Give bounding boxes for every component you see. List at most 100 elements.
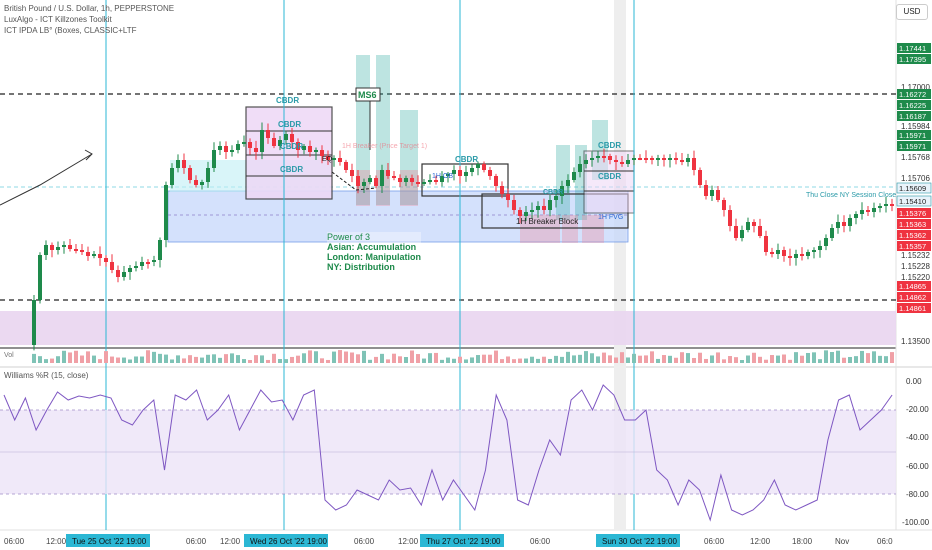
candle (782, 250, 786, 256)
price-tag (896, 182, 932, 194)
volume-bar (512, 359, 516, 363)
candle (404, 178, 408, 182)
volume-bar (596, 356, 600, 363)
price-axis-label: 1.15220 (901, 273, 930, 282)
volume-bar (878, 355, 882, 363)
volume-bar (152, 351, 156, 363)
bearish-highlight-bar (400, 170, 418, 206)
wr-axis-label: -100.00 (902, 518, 930, 527)
session-time-tag-label: Sun 30 Oct '22 19:00 (602, 537, 677, 546)
session-time-tag (244, 534, 328, 547)
volume-bar (284, 359, 288, 363)
volume-bar (374, 356, 378, 363)
time-axis-label: 18:00 (792, 537, 813, 546)
volume-bar (464, 359, 468, 363)
volume-bar (740, 359, 744, 363)
candle (650, 158, 654, 160)
volume-bar (248, 359, 252, 363)
candle (86, 252, 90, 256)
price-tag (896, 195, 932, 207)
price-axis-label: 1.13500 (901, 337, 930, 346)
candle (410, 178, 414, 182)
candle (554, 196, 558, 200)
candle (386, 170, 390, 176)
volume-bar (98, 359, 102, 363)
price-tag (897, 241, 931, 251)
volume-bar (704, 358, 708, 363)
candle (434, 180, 438, 182)
candle (848, 218, 852, 226)
discount-zone (0, 311, 896, 345)
candle (764, 236, 768, 252)
candle (482, 164, 486, 170)
eq-label: EQ (322, 156, 333, 163)
volume-bar (572, 355, 576, 363)
candle (146, 262, 150, 264)
indicator-ipda-label[interactable]: ICT IPDA LB° (Boxes, CLASSIC+LTF (4, 26, 137, 35)
candle (236, 144, 240, 150)
candle (308, 146, 312, 152)
volume-bar (626, 357, 630, 363)
candle (740, 230, 744, 238)
candle (158, 240, 162, 260)
price-tag-label: 1.15971 (899, 131, 926, 140)
candle (662, 158, 666, 160)
blue-range-zone (167, 190, 629, 243)
price-tag-label: 1.17395 (899, 55, 926, 64)
candle (566, 180, 570, 186)
price-tag (897, 111, 931, 121)
time-axis-label: 06:00 (530, 537, 551, 546)
volume-bar (842, 357, 846, 363)
candle (302, 146, 306, 150)
candle (374, 178, 378, 186)
volume-bar (794, 352, 798, 363)
candle (314, 150, 318, 152)
candle (776, 250, 780, 254)
price-tag (897, 54, 931, 64)
volume-bar (308, 350, 312, 363)
candle (512, 200, 516, 210)
bearish-highlight-bar (520, 215, 560, 243)
volume-bar (44, 359, 48, 363)
volume-bar (584, 351, 588, 363)
price-tag-label: 1.15363 (899, 220, 926, 229)
volume-bar (86, 351, 90, 363)
volume-bar (212, 354, 216, 363)
candle (620, 162, 624, 164)
candle (362, 182, 366, 186)
candle (590, 158, 594, 160)
volume-bar (410, 350, 414, 363)
volume-bar (530, 356, 534, 363)
price-tag (897, 219, 931, 229)
price-tag-label: 1.15410 (899, 197, 926, 206)
candle (290, 134, 294, 142)
volume-bar (326, 359, 330, 363)
price-axis-label: 1.17000 (901, 83, 930, 92)
volume-bar (206, 354, 210, 363)
candle (674, 158, 678, 160)
time-axis-label: 06:00 (354, 537, 375, 546)
candle (170, 168, 174, 185)
currency-button[interactable]: USD (896, 4, 928, 20)
volume-bar (854, 356, 858, 363)
indicator-killzones-label[interactable]: LuxAlgo - ICT Killzones Toolkit (4, 15, 112, 24)
candle (98, 254, 102, 258)
candle (422, 182, 426, 184)
volume-bar (812, 352, 816, 363)
volume-bar (338, 350, 342, 363)
symbol-title[interactable]: British Pound / U.S. Dollar, 1h, PEPPERS… (4, 4, 175, 13)
volume-bar (884, 356, 888, 363)
candle (752, 222, 756, 226)
candle (536, 206, 540, 210)
volume-bar (890, 352, 894, 363)
williams-r-label[interactable]: Williams %R (15, close) (4, 371, 89, 380)
candle (866, 210, 870, 212)
price-tag-label: 1.16187 (899, 112, 926, 121)
candle (614, 160, 618, 162)
candle (116, 270, 120, 277)
candle (470, 168, 474, 172)
candle (794, 254, 798, 258)
volume-bar (332, 351, 336, 363)
volume-bar (488, 354, 492, 363)
